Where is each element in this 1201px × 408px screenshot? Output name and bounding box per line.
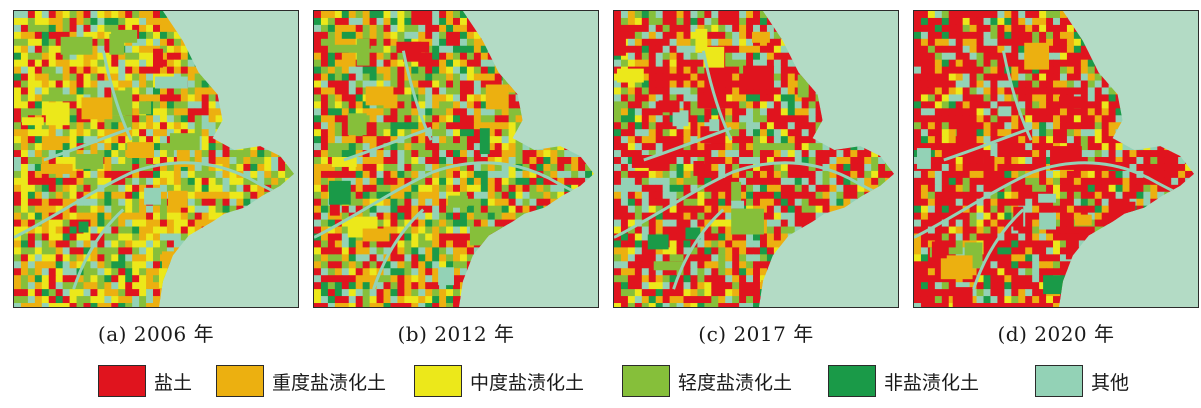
caption-2006: (a) 2006 年 <box>97 322 215 346</box>
salinization-map-2012 <box>314 11 598 307</box>
caption-2020: (d) 2020 年 <box>997 322 1115 346</box>
legend-label: 轻度盐渍化土 <box>678 371 793 394</box>
legend-label: 非盐渍化土 <box>884 371 980 394</box>
legend-item-moderate: 中度盐渍化土 <box>414 363 584 399</box>
legend-swatch <box>98 365 146 397</box>
map-panel-2020 <box>913 10 1199 308</box>
map-panel-2006 <box>13 10 299 308</box>
legend-swatch <box>1035 365 1083 397</box>
legend-swatch <box>216 365 264 397</box>
legend-label: 重度盐渍化土 <box>272 371 387 394</box>
legend-label: 其他 <box>1091 371 1130 394</box>
legend-swatch <box>828 365 876 397</box>
legend-label: 中度盐渍化土 <box>470 371 585 394</box>
map-legend: 盐土 重度盐渍化土 中度盐渍化土 轻度盐渍化土 非盐渍化土 其他 <box>0 363 1201 399</box>
legend-swatch <box>622 365 670 397</box>
salinization-map-2006 <box>14 11 298 307</box>
legend-item-non-saline: 非盐渍化土 <box>828 363 979 399</box>
caption-2017: (c) 2017 年 <box>698 322 814 346</box>
legend-item-light: 轻度盐渍化土 <box>622 363 792 399</box>
legend-swatch <box>414 365 462 397</box>
legend-item-other: 其他 <box>1035 363 1129 399</box>
salinization-map-2020 <box>914 11 1198 307</box>
map-panel-2017 <box>613 10 899 308</box>
caption-2012: (b) 2012 年 <box>397 322 515 346</box>
legend-label: 盐土 <box>154 371 193 394</box>
map-panel-2012 <box>313 10 599 308</box>
legend-item-heavy: 重度盐渍化土 <box>216 363 386 399</box>
legend-item-saline-soil: 盐土 <box>98 363 192 399</box>
salinization-map-2017 <box>614 11 898 307</box>
